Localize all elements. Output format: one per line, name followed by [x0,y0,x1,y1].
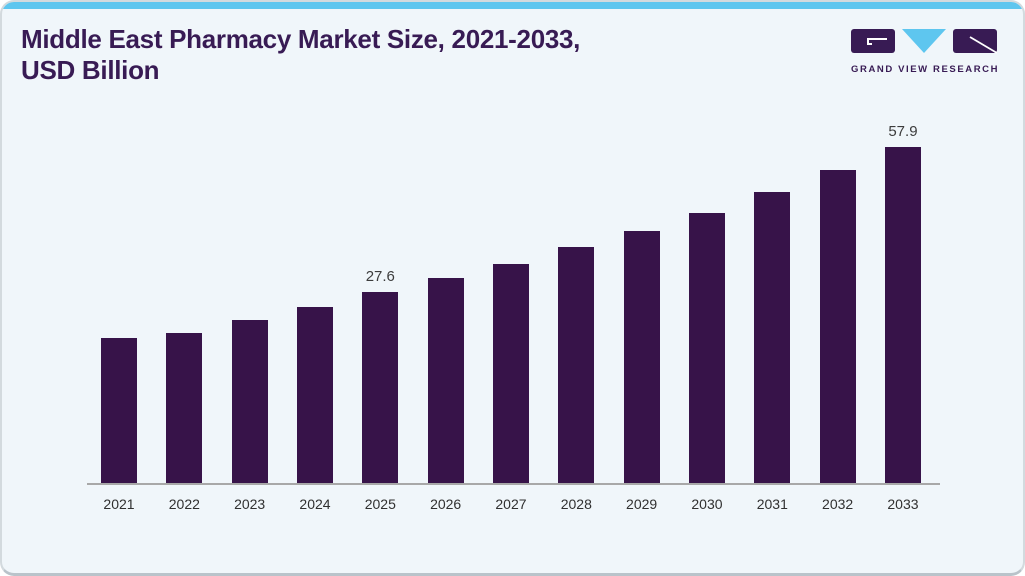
chart-title: Middle East Pharmacy Market Size, 2021-2… [21,24,580,86]
bar-2032 [819,170,856,483]
gvr-logo-mark [851,29,998,54]
bar-2025 [362,291,399,483]
bar-2023 [231,320,268,483]
chart-title-line1: Middle East Pharmacy Market Size, 2021-2… [21,24,581,54]
x-tick-2033: 2033 [887,496,919,512]
bar-chart: 2021 2022 2023 2024 27.6 2025 2026 2027 2028 2029… [87,122,940,512]
bar-2026 [427,277,464,483]
x-tick-2032: 2032 [822,496,854,512]
bar-2033 [884,147,921,483]
chart-title-line2: USD Billion [21,55,160,85]
bar-2030 [688,213,725,483]
x-tick-2028: 2028 [560,496,592,512]
x-tick-2031: 2031 [756,496,788,512]
x-tick-2022: 2022 [168,496,200,512]
bar-2024 [296,307,333,483]
bar-2031 [754,192,791,483]
bar-2021 [101,338,137,483]
top-accent-stripe [2,2,1023,9]
bar-2022 [166,333,203,483]
bar-2027 [492,264,529,483]
logo-r-glyph [969,36,998,54]
bar-2028 [558,246,595,483]
x-tick-2026: 2026 [430,496,462,512]
x-tick-2027: 2027 [495,496,527,512]
gvr-logo: GRAND VIEW RESEARCH [851,29,1000,75]
bar-value-label-2033: 57.9 [888,123,918,141]
bar-2029 [623,231,660,483]
x-tick-2025: 2025 [364,496,396,512]
x-tick-2023: 2023 [234,496,266,512]
x-tick-2030: 2030 [691,496,723,512]
gvr-logo-text: GRAND VIEW RESEARCH [851,64,1000,75]
bar-value-label-2025: 27.6 [365,267,395,285]
x-tick-2029: 2029 [626,496,658,512]
x-tick-2021: 2021 [103,496,135,512]
logo-g-block [851,29,895,53]
logo-g-glyph [867,38,887,45]
x-tick-2024: 2024 [299,496,331,512]
logo-v-triangle [902,29,946,53]
